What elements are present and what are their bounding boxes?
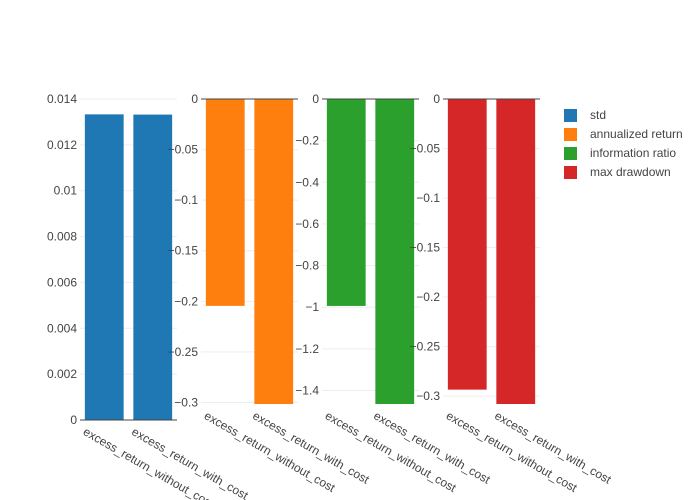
y-tick-label: −0.1 — [416, 191, 440, 205]
legend-swatch — [564, 128, 577, 141]
legend: std annualized return information ratio max… — [564, 108, 683, 179]
bar-excess_return_without_cost[interactable] — [447, 99, 487, 390]
y-tick-label: −0.2 — [416, 290, 440, 304]
y-tick-label: −0.4 — [295, 175, 319, 189]
y-tick-label: −1.2 — [295, 342, 319, 356]
y-tick-label: −0.6 — [295, 217, 319, 231]
legend-swatch — [564, 109, 577, 122]
y-tick-label: −0.15 — [168, 244, 199, 258]
legend-label: std — [590, 108, 606, 122]
bar-excess_return_without_cost[interactable] — [326, 99, 366, 306]
y-tick-label: 0 — [70, 413, 77, 427]
y-tick-label: 0.004 — [47, 321, 77, 335]
y-tick-label: 0.002 — [47, 367, 77, 381]
y-tick-label: 0 — [433, 92, 440, 106]
legend-label: annualized return — [590, 127, 683, 141]
y-tick-label: 0.01 — [54, 184, 78, 198]
y-tick-label: −1 — [305, 300, 319, 314]
y-tick-label: −0.05 — [168, 143, 199, 157]
bar-excess_return_without_cost[interactable] — [84, 114, 124, 420]
bar-excess_return_with_cost[interactable] — [254, 99, 294, 404]
bar-excess_return_without_cost[interactable] — [205, 99, 245, 306]
y-tick-label: 0.012 — [47, 138, 77, 152]
legend-swatch — [564, 147, 577, 160]
y-tick-label: −0.3 — [174, 395, 198, 409]
y-tick-label: −0.3 — [416, 389, 440, 403]
y-tick-label: −0.05 — [410, 142, 441, 156]
y-tick-label: −0.2 — [174, 294, 198, 308]
bar-excess_return_with_cost[interactable] — [496, 99, 536, 404]
y-tick-label: 0.008 — [47, 230, 77, 244]
y-tick-label: −0.25 — [410, 340, 441, 354]
legend-item[interactable]: information ratio — [564, 146, 676, 160]
legend-item[interactable]: annualized return — [564, 127, 683, 141]
y-tick-label: −0.15 — [410, 241, 441, 255]
y-tick-label: 0.014 — [47, 92, 77, 106]
y-tick-label: −0.1 — [174, 193, 198, 207]
legend-item[interactable]: max drawdown — [564, 165, 671, 179]
legend-label: information ratio — [590, 146, 676, 160]
y-tick-label: 0 — [191, 92, 198, 106]
y-tick-label: 0 — [312, 92, 319, 106]
y-tick-label: −0.25 — [168, 345, 199, 359]
bar-excess_return_with_cost[interactable] — [375, 99, 415, 404]
y-tick-label: 0.006 — [47, 275, 77, 289]
bar-excess_return_with_cost[interactable] — [133, 114, 173, 420]
legend-item[interactable]: std — [564, 108, 606, 122]
y-tick-label: −0.2 — [295, 134, 319, 148]
legend-label: max drawdown — [590, 165, 671, 179]
chart-panels: 00.0020.0040.0060.0080.010.0120.014exces… — [47, 92, 614, 500]
y-tick-label: −0.8 — [295, 259, 319, 273]
panel-4: 0−0.05−0.1−0.15−0.2−0.25−0.3excess_retur… — [410, 92, 615, 495]
legend-swatch — [564, 166, 577, 179]
y-tick-label: −1.4 — [295, 383, 319, 397]
